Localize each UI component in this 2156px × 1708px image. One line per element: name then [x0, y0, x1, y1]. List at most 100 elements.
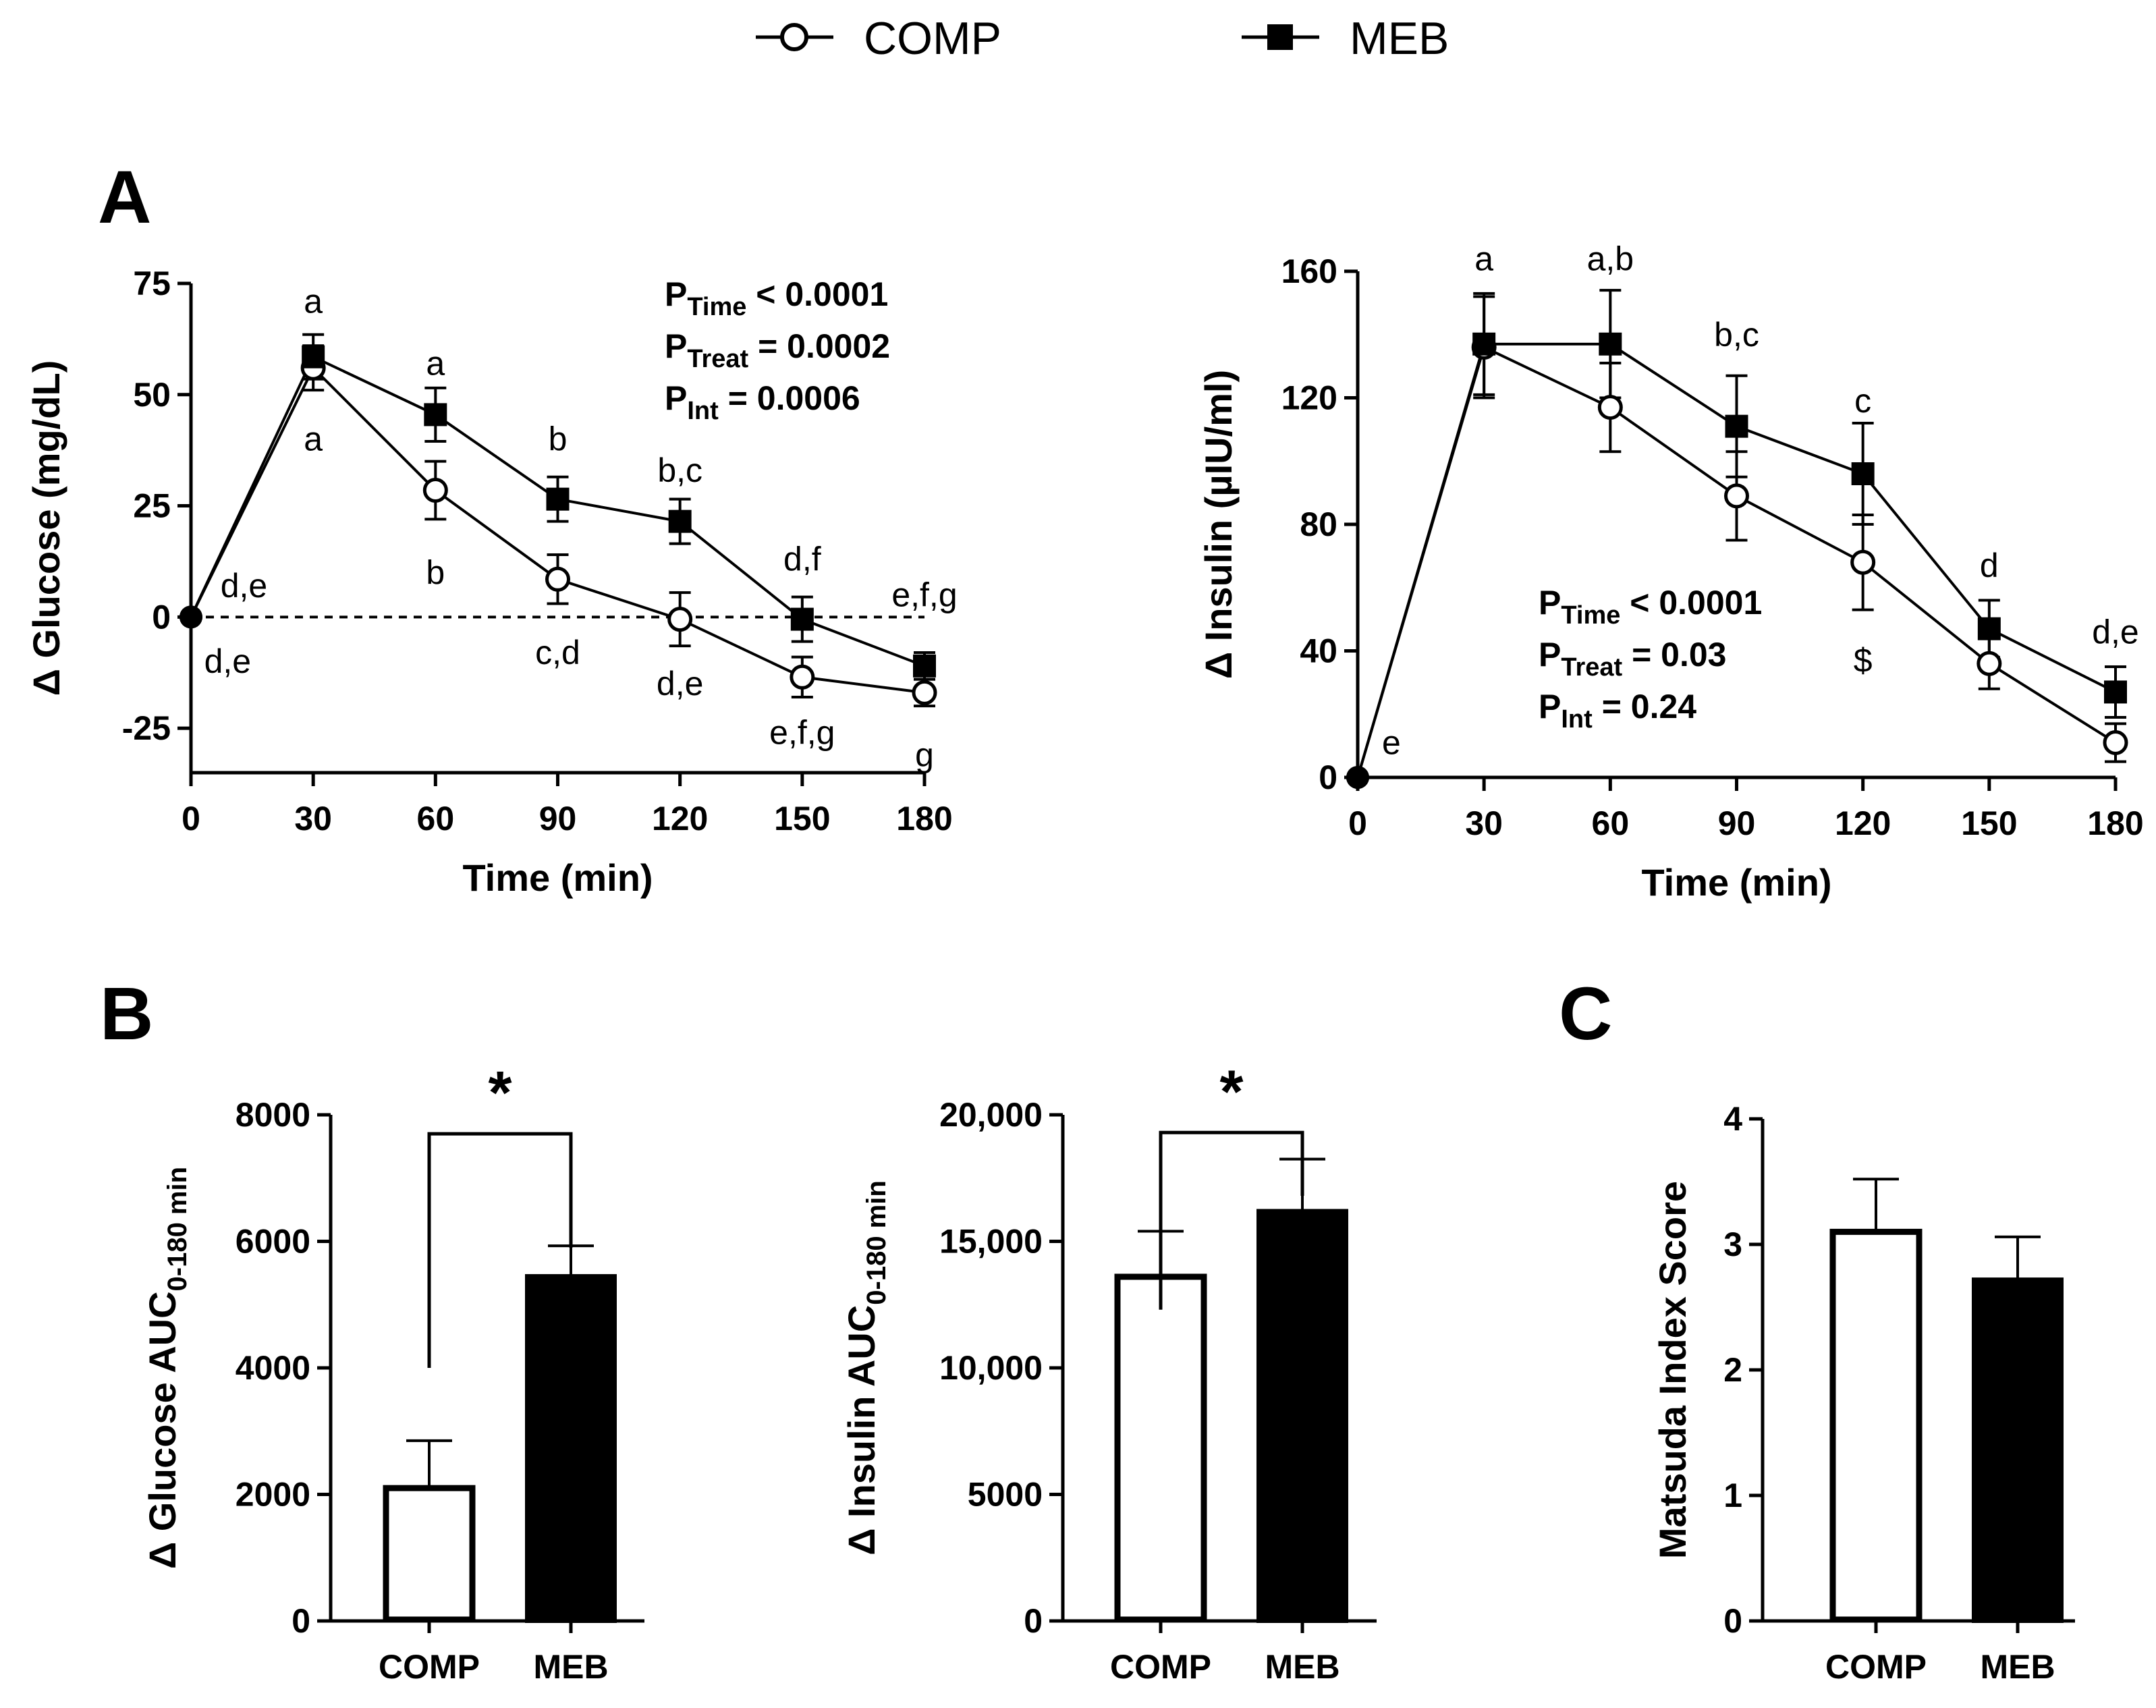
data-point-meb [1472, 332, 1496, 356]
y-tick-label: 2 [1723, 1351, 1742, 1389]
data-point-comp [1977, 651, 2002, 676]
y-tick-label: 25 [133, 487, 171, 525]
data-point-meb [1977, 617, 2001, 640]
y-tick-label: -25 [122, 709, 171, 747]
x-tick-label: 150 [774, 800, 830, 837]
insulin-auc-chart: 0 5000 10,000 15,000 20,000 COMP MEB * Δ Insulin… [840, 1058, 1377, 1686]
data-point-meb [2104, 680, 2127, 704]
y-tick-label: 20,000 [939, 1096, 1043, 1134]
data-point-meb [913, 654, 936, 678]
significance-bracket [1159, 1130, 1304, 1310]
y-tick-label: 0 [1319, 759, 1337, 796]
data-point-comp [1597, 395, 1623, 420]
x-tick-label: 60 [1592, 804, 1630, 842]
y-tick-label: 40 [1300, 632, 1337, 670]
x-tick-label: MEB [1265, 1648, 1339, 1686]
significance-letter: d,e [221, 567, 268, 605]
y-tick-label: 15,000 [939, 1223, 1043, 1261]
stat-line: PTime < 0.0001 [1539, 584, 1762, 630]
y-tick-label: 0 [152, 598, 171, 636]
matsuda-chart: 0 1 2 3 4 COMP MEB Matsuda Index Score [1651, 1100, 2075, 1686]
x-tick-label: 180 [896, 800, 952, 837]
x-tick-label: 0 [1348, 804, 1367, 842]
significance-letter: b [426, 553, 445, 591]
bar-comp [1829, 1228, 1923, 1623]
legend-comp-label: COMP [864, 13, 1001, 64]
insulin-time-chart: 0 40 80 120 160 0 30 60 90 120 150 180 Time (min) Δ I… [1197, 240, 2144, 904]
data-point-meb [546, 487, 570, 511]
significance-letter: a [1474, 240, 1493, 277]
legend-comp-marker [780, 23, 808, 51]
glucose-auc-chart: 0 2000 4000 6000 8000 COMP MEB * Δ Glucose AUC0-… [141, 1059, 644, 1686]
glucose-time-chart: -25 0 25 50 75 0 30 60 90 120 150 180 Time (min) Δ Gl… [25, 265, 958, 899]
data-point-meb [424, 403, 447, 426]
x-axis-title: Time (min) [462, 856, 653, 899]
stat-line: PInt = 0.0006 [665, 379, 860, 425]
y-tick-label: 1 [1723, 1477, 1742, 1514]
x-tick-label: 30 [1465, 804, 1503, 842]
y-tick-label: 120 [1281, 379, 1337, 417]
y-tick-label: 4000 [236, 1349, 310, 1387]
x-tick-label: 120 [1835, 804, 1891, 842]
stat-line: PTime < 0.0001 [665, 275, 888, 321]
x-tick-label: 90 [539, 800, 577, 837]
data-point-meb [790, 607, 814, 631]
data-point-comp [667, 607, 693, 632]
y-axis-title: Δ Insulin (µIU/ml) [1197, 370, 1240, 679]
panel-letter-b: B [100, 972, 153, 1055]
significance-letter: d,f [783, 541, 821, 578]
data-point-comp [1850, 549, 1876, 575]
x-tick-label: 120 [652, 800, 708, 837]
y-tick-label: 75 [133, 265, 171, 302]
data-point-meb [1599, 332, 1622, 356]
bar-meb [1256, 1209, 1348, 1623]
y-tick-label: 160 [1281, 252, 1337, 290]
x-tick-label: 90 [1718, 804, 1756, 842]
significance-bracket [427, 1132, 573, 1368]
x-tick-label: 150 [1961, 804, 2017, 842]
y-tick-label: 0 [1024, 1602, 1043, 1640]
significance-letter: $ [1854, 642, 1873, 680]
significance-letter: d,e [2092, 613, 2139, 651]
data-point-meb [179, 605, 202, 629]
bar-meb [525, 1274, 617, 1623]
data-point-meb [302, 345, 325, 368]
data-point-comp [545, 566, 570, 592]
data-point-meb [1346, 766, 1369, 789]
x-tick-label: 60 [417, 800, 455, 837]
significance-letter: b,c [1714, 316, 1759, 354]
x-tick-label: 30 [294, 800, 332, 837]
bar-comp [1114, 1273, 1207, 1623]
data-point-comp [422, 477, 448, 503]
significance-star: * [1219, 1058, 1243, 1126]
y-tick-label: 0 [292, 1602, 310, 1640]
panel-letter-c: C [1559, 972, 1612, 1055]
y-tick-label: 3 [1723, 1225, 1742, 1263]
x-tick-label: COMP [379, 1648, 480, 1686]
significance-letter: e [1382, 723, 1401, 761]
legend-item-comp: COMP [756, 13, 1001, 64]
x-tick-label: MEB [1980, 1648, 2055, 1686]
legend-meb-label: MEB [1350, 13, 1449, 64]
data-point-meb [1851, 462, 1875, 485]
y-tick-label: 10,000 [939, 1349, 1043, 1387]
bar-meb [1972, 1277, 2064, 1623]
stat-line: PInt = 0.24 [1539, 688, 1696, 734]
x-tick-label: 0 [182, 800, 200, 837]
stat-line: PTreat = 0.03 [1539, 636, 1726, 682]
data-point-meb [668, 509, 692, 533]
data-point-comp [2103, 729, 2128, 755]
y-tick-label: 4 [1723, 1100, 1742, 1138]
significance-letter: d [1980, 547, 1999, 584]
x-tick-label: COMP [1825, 1648, 1927, 1686]
y-tick-label: 80 [1300, 505, 1337, 543]
data-point-meb [1725, 414, 1748, 438]
y-tick-label: 5000 [968, 1476, 1043, 1514]
y-tick-label: 6000 [236, 1223, 310, 1261]
significance-letter: d,e [657, 665, 704, 703]
significance-star: * [488, 1059, 512, 1127]
significance-letter: g [915, 736, 934, 774]
y-tick-label: 8000 [236, 1096, 310, 1134]
x-axis-title: Time (min) [1641, 861, 1831, 904]
